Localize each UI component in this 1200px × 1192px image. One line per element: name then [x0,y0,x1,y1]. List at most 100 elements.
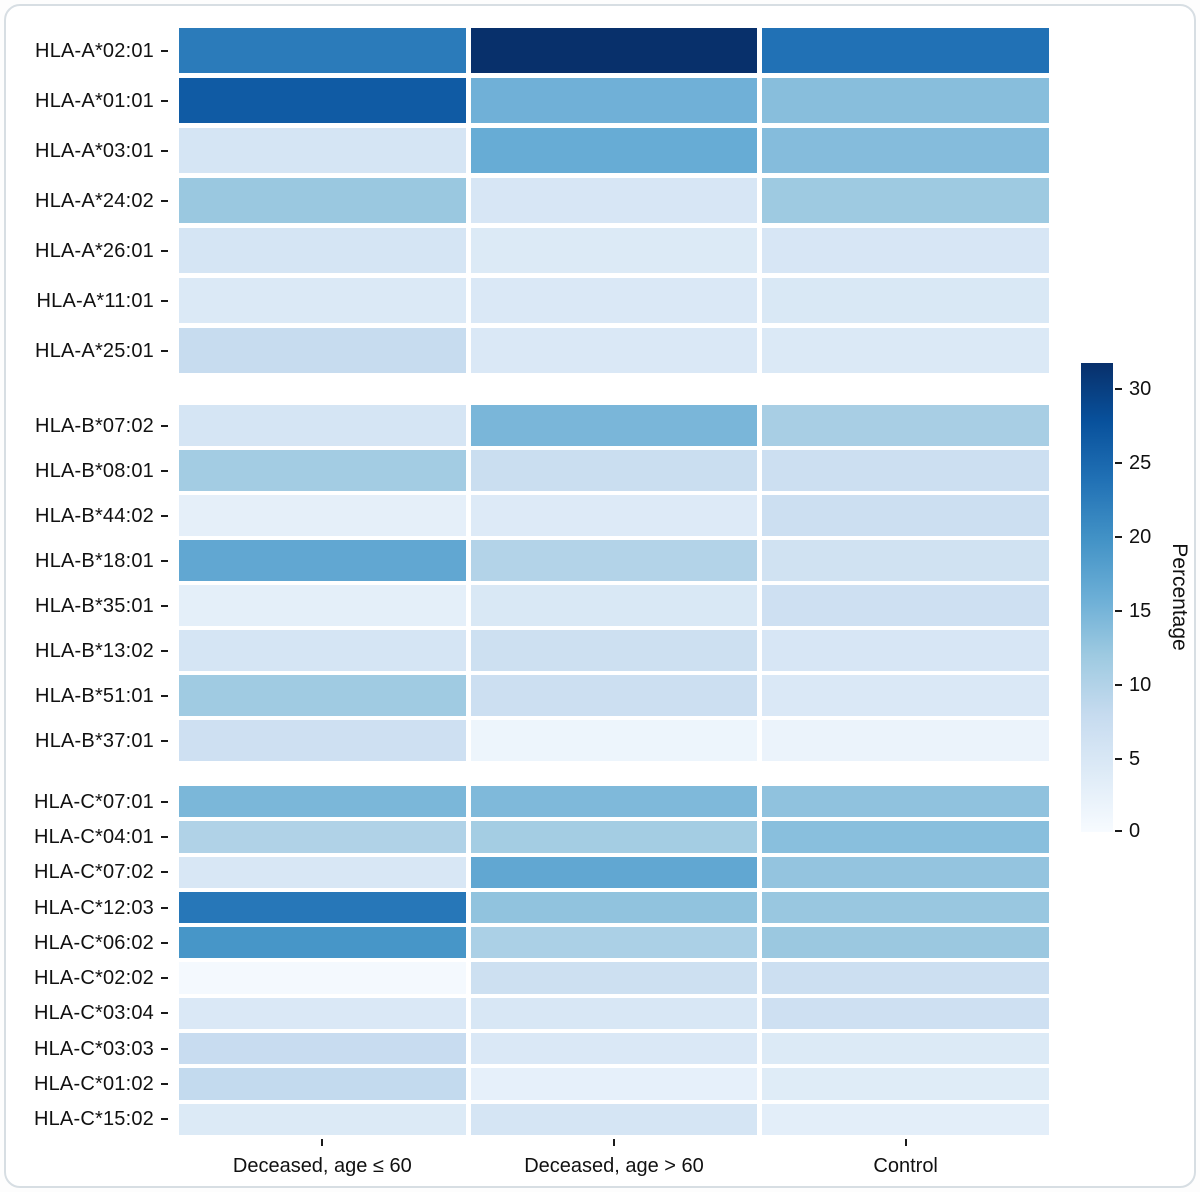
heatmap-cell [762,997,1049,1030]
heatmap-cell [179,328,466,373]
heatmap-cell [470,228,758,273]
heatmap-cell [762,856,1049,888]
heatmap-cell [179,450,466,491]
heatmap-cell [762,28,1049,73]
colorbar-tick-label: 10 [1129,674,1152,697]
y-axis-tick [161,1047,168,1050]
row-label: HLA-C*15:02 [33,1108,154,1131]
facet-hla-a: HLA-A*02:01 HLA-A*01:01 HLA-A*03:01 HLA-A*2… [14,28,1049,373]
heatmap-cell [179,786,466,818]
row-label: HLA-A*03:01 [35,139,154,162]
heatmap-cell [179,630,466,671]
heatmap-cell [470,585,758,626]
heatmap-cell [179,891,466,924]
y-axis-tick [161,199,168,202]
row-label: HLA-B*18:01 [35,549,154,572]
y-axis-tick [161,977,168,980]
heatmap-cell [762,786,1049,818]
heatmap-row: HLA-B*35:01 [14,585,1049,626]
row-label: HLA-A*24:02 [35,189,154,212]
y-axis-tick [161,424,168,427]
heatmap-row: HLA-C*01:02 [14,1068,1049,1100]
colorbar-tick [1115,610,1122,613]
heatmap-cell [179,228,466,273]
heatmap-cell [179,495,466,536]
heatmap-cell [470,495,758,536]
y-axis-tick [161,835,168,838]
heatmap-row: HLA-B*18:01 [14,540,1049,581]
y-axis-tick [161,1083,168,1086]
y-axis-tick [161,649,168,652]
row-label: HLA-C*04:01 [33,825,154,848]
heatmap-cell [470,786,758,818]
heatmap-cell [762,128,1049,173]
x-axis-category: Deceased, age > 60 [471,1139,758,1178]
heatmap-cell [179,1033,466,1065]
x-axis-tick [904,1139,907,1146]
heatmap-row: HLA-C*12:03 [14,891,1049,924]
heatmap-cell [470,997,758,1030]
heatmap-cell [470,450,758,491]
heatmap-row: HLA-C*07:01 [14,786,1049,818]
heatmap-cell [470,1033,758,1065]
row-label: HLA-C*02:02 [33,967,154,990]
heatmap-cell [762,1068,1049,1100]
heatmap-row: HLA-C*03:03 [14,1033,1049,1065]
colorbar-axis-label: Percentage [1168,543,1191,651]
heatmap-row: HLA-C*15:02 [14,1103,1049,1135]
y-axis-tick [161,1012,168,1015]
heatmap-cell [762,927,1049,959]
heatmap-row: HLA-A*24:02 [14,178,1049,223]
heatmap-cell [470,675,758,716]
heatmap-cell [179,720,466,761]
row-label: HLA-C*07:02 [33,861,154,884]
heatmap-row: HLA-C*07:02 [14,856,1049,888]
row-label: HLA-B*51:01 [35,684,154,707]
y-axis-tick [161,906,168,909]
heatmap-cell [470,1068,758,1100]
heatmap-cell [470,405,758,446]
heatmap-cell [762,540,1049,581]
heatmap-grid: HLA-A*02:01 HLA-A*01:01 HLA-A*03:01 HLA-A*2… [14,28,1049,1139]
heatmap-cell [179,540,466,581]
x-axis-label: Control [873,1155,938,1177]
colorbar-tick [1115,830,1122,832]
colorbar-tick [1115,536,1122,539]
y-axis-tick [161,99,168,102]
row-label: HLA-C*01:02 [33,1073,154,1096]
facet-hla-b: HLA-B*07:02 HLA-B*08:01 HLA-B*44:02 HLA-B*1… [14,405,1049,761]
heatmap-row: HLA-A*03:01 [14,128,1049,173]
row-label: HLA-B*13:02 [35,639,154,662]
heatmap-row: HLA-B*07:02 [14,405,1049,446]
heatmap-cell [179,856,466,888]
row-label: HLA-C*03:04 [33,1002,154,1025]
colorbar-tick-label: 15 [1129,600,1152,623]
heatmap-cell [179,278,466,323]
y-axis-tick [161,800,168,803]
row-label: HLA-B*35:01 [35,594,154,617]
heatmap-cell [470,1103,758,1135]
heatmap-cell [470,78,758,123]
y-axis-tick [161,299,168,302]
heatmap-row: HLA-A*25:01 [14,328,1049,373]
heatmap-row: HLA-C*03:04 [14,997,1049,1030]
y-axis-tick [161,1118,168,1121]
heatmap-cell [179,585,466,626]
row-label: HLA-A*11:01 [36,289,154,312]
heatmap-row: HLA-A*02:01 [14,28,1049,73]
colorbar: 0 5 10 15 20 25 30 Percentage [1081,363,1191,841]
row-label: HLA-B*07:02 [35,414,154,437]
row-label: HLA-C*12:03 [33,896,154,919]
heatmap-cell [762,495,1049,536]
hla-frequency-heatmap: HLA-A*02:01 HLA-A*01:01 HLA-A*03:01 HLA-A*2… [6,6,1194,1186]
heatmap-cell [762,78,1049,123]
x-axis-category: Control [762,1139,1049,1178]
colorbar-tick-label: 20 [1129,526,1152,549]
heatmap-row: HLA-A*11:01 [14,278,1049,323]
x-axis-label: Deceased, age ≤ 60 [232,1155,412,1177]
heatmap-cell [470,540,758,581]
heatmap-cell [179,178,466,223]
heatmap-cell [470,178,758,223]
heatmap-cell [762,630,1049,671]
heatmap-cell [179,78,466,123]
